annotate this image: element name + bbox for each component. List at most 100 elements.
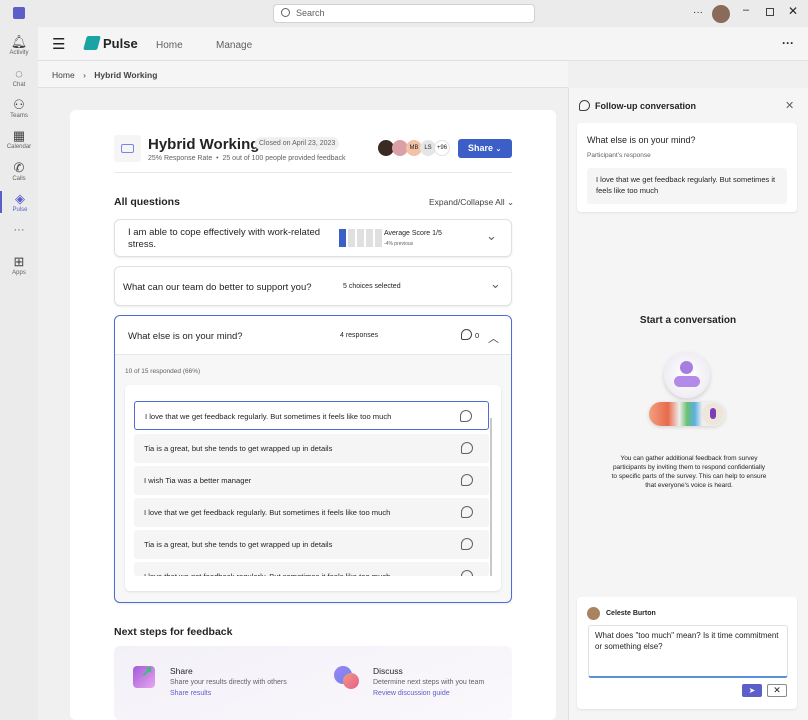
avatar: LS [420,140,436,156]
average-score: Average Score 1/5 [384,230,442,237]
response-text: I love that we get feedback regularly. B… [144,508,391,517]
rail-calendar[interactable]: ▦ Calendar [0,128,38,150]
title-bar: Search ··· – ✕ [0,0,808,27]
more-button[interactable]: ··· [693,7,703,18]
next-steps-heading: Next steps for feedback [114,626,233,638]
question-card[interactable]: What can our team do better to support y… [114,266,512,306]
chat-icon [579,100,590,111]
share-results-link[interactable]: Share results [170,690,212,697]
conversation-illustration [664,352,710,398]
close-window-button[interactable]: ✕ [788,4,799,18]
score-bar [339,229,382,247]
question-card[interactable]: I am able to cope effectively with work-… [114,219,512,257]
response-text: I love that we get feedback regularly. B… [144,572,390,576]
rail-label: Calls [12,176,26,182]
pulse-logo [83,36,101,50]
start-conversation-icon[interactable] [461,506,473,518]
chevron-down-icon: ⌄ [495,146,502,153]
avatar [392,140,408,156]
start-conversation-icon[interactable] [461,538,473,550]
search-placeholder: Search [296,8,325,18]
start-conversation-icon[interactable] [461,474,473,486]
user-avatar [587,607,600,620]
avatar: MB [406,140,422,156]
more-options-button[interactable]: ··· [782,36,794,50]
rail-pulse[interactable]: ◈ Pulse [0,191,38,213]
response-card: What else is on your mind? Participant's… [577,123,797,212]
status-badge: Closed on April 23, 2023 [255,137,340,150]
share-label: Share [468,143,494,153]
rail-label: Chat [12,82,26,88]
scrollbar[interactable] [490,418,492,576]
next-steps-card: ↗ Share Share your results directly with… [114,646,512,720]
score-segment [375,229,382,247]
close-icon[interactable]: ✕ [785,100,795,112]
rail-chat[interactable]: ◌ Chat [0,66,38,88]
breadcrumb-current: Hybrid Working [94,70,158,80]
score-segment [366,229,373,247]
score-segment [339,229,346,247]
share-title: Share [170,666,193,676]
app-rail: 🔔︎ Activity ◌ Chat ⚇ Teams ▦ Calendar ✆ Calls… [0,27,38,720]
confidential-toggle-illustration [649,402,725,426]
avatar-overflow: +96 [434,140,450,156]
search-input[interactable]: Search [273,4,535,23]
question-header[interactable]: What else is on your mind? 4 responses 0… [115,316,511,355]
choices-count: 5 choices selected [343,283,401,290]
question-text: I am able to cope effectively with work-… [128,227,321,250]
chevron-up-icon[interactable]: ︿ [488,333,499,345]
app-name: Pulse [103,36,138,51]
pulse-icon: ◈ [15,191,25,206]
breadcrumb: Home › Hybrid Working [38,61,568,88]
avatar[interactable] [712,5,730,23]
rail-apps[interactable]: ⊞ Apps [0,254,38,276]
message-input[interactable]: What does "too much" mean? Is it time co… [588,625,788,678]
rail-calls[interactable]: ✆ Calls [0,160,38,182]
send-button[interactable]: ➤ [742,684,762,697]
response-item[interactable]: I love that we get feedback regularly. B… [134,401,489,430]
discussion-guide-link[interactable]: Review discussion guide [373,690,450,697]
rail-label: Calendar [6,144,32,150]
nav-home[interactable]: Home [156,40,183,51]
response-item[interactable]: I love that we get feedback regularly. B… [134,562,489,576]
nav-manage[interactable]: Manage [216,40,253,51]
avatar-group[interactable]: MB LS +96 [378,140,454,156]
bell-icon: 🔔︎ [10,34,28,49]
response-item[interactable]: Tia is a great, but she tends to get wra… [134,434,489,463]
chevron-down-icon[interactable]: ⌄ [486,228,497,243]
hamburger-menu-icon[interactable]: ☰ [52,36,66,53]
start-conversation-title: Start a conversation [639,315,737,326]
response-item[interactable]: I love that we get feedback regularly. B… [134,498,489,527]
user-name: Celeste Burton [606,610,656,617]
feedback-count: 25 out of 100 people provided feedback [222,155,346,162]
breadcrumb-home[interactable]: Home [52,70,75,80]
start-conversation-icon[interactable] [461,442,473,454]
chevron-down-icon[interactable]: ⌄ [490,276,501,291]
list-fade [130,576,490,584]
response-item[interactable]: I wish Tia was a better manager [134,466,489,495]
teams-logo [13,7,25,19]
expand-collapse-button[interactable]: Expand/Collapse All ⌄ [429,197,515,207]
maximize-button[interactable] [766,8,774,16]
minimize-button[interactable]: – [743,4,750,16]
start-conversation-icon[interactable] [460,410,472,422]
share-button[interactable]: Share ⌄ [458,139,512,158]
responded-count: 10 of 15 responded (66%) [125,368,201,375]
rail-activity[interactable]: 🔔︎ Activity [0,34,38,56]
question-text: What else is on your mind? [128,331,243,342]
rail-more[interactable]: ··· [13,224,25,236]
rail-teams[interactable]: ⚇ Teams [0,97,38,119]
divider [114,172,512,173]
expand-label: Expand/Collapse All [429,197,505,207]
comment-icon[interactable] [461,329,472,340]
avatar [378,140,394,156]
chat-icon: ◌ [15,66,23,81]
start-conversation-icon[interactable] [461,570,473,576]
score-segment [357,229,364,247]
chevron-right-icon: › [83,70,86,80]
panel-title: Follow-up conversation [595,101,697,111]
response-item[interactable]: Tia is a great, but she tends to get wra… [134,530,489,559]
cancel-button[interactable]: ✕ [767,684,787,697]
rail-label: Activity [9,50,29,56]
follow-up-panel: Follow-up conversation ✕ What else is on… [568,88,808,720]
